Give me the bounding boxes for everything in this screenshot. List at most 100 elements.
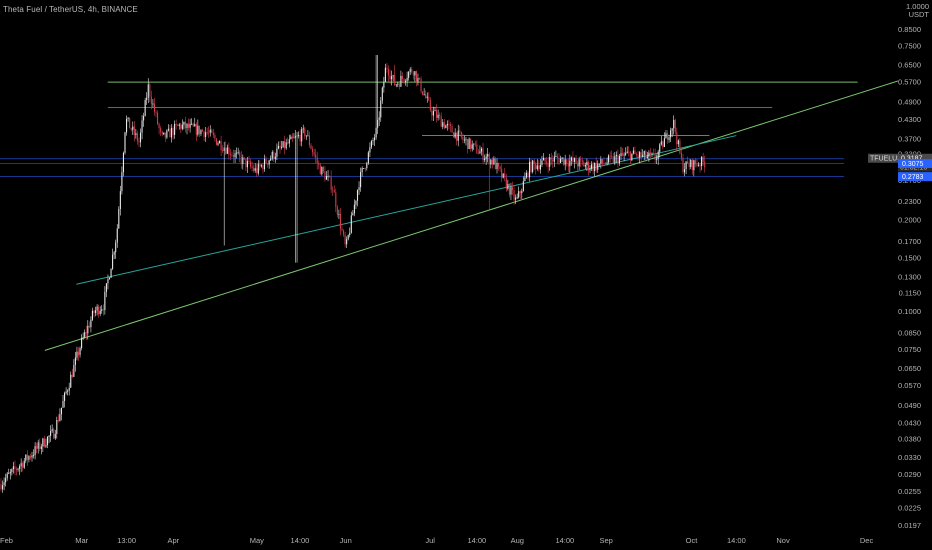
candle <box>274 152 276 163</box>
candle <box>217 140 219 147</box>
candle <box>428 92 430 102</box>
candle <box>645 149 647 162</box>
candle <box>107 274 109 290</box>
candle <box>152 98 154 108</box>
candle <box>126 115 128 136</box>
candle <box>122 151 124 177</box>
candle <box>161 130 163 137</box>
candle <box>674 118 676 135</box>
candle <box>657 149 659 165</box>
candle <box>12 461 14 474</box>
candle <box>112 248 114 271</box>
candle <box>352 210 354 216</box>
price-tick-label: 0.0330 <box>898 453 921 462</box>
candle <box>691 158 693 175</box>
candle <box>504 168 506 182</box>
candle <box>339 207 341 236</box>
candle <box>74 351 76 372</box>
candle <box>443 118 445 130</box>
candle <box>533 158 535 171</box>
candle <box>578 156 580 171</box>
candle <box>488 152 490 211</box>
candle <box>222 145 224 153</box>
candle <box>315 148 317 164</box>
trendline-1[interactable] <box>76 135 737 285</box>
candle <box>184 116 186 133</box>
candle <box>493 156 495 166</box>
candle <box>313 148 315 158</box>
candle <box>471 140 473 152</box>
candle <box>499 165 501 172</box>
candle <box>293 133 295 139</box>
price-tick-label: 0.0570 <box>898 381 921 390</box>
price-tick-label: 0.2000 <box>898 216 921 225</box>
candle <box>639 150 641 164</box>
candle <box>549 153 551 171</box>
candle <box>267 163 269 168</box>
candle <box>519 190 521 199</box>
chart-title: Theta Fuel / TetherUS, 4h, BINANCE <box>3 5 138 14</box>
candle <box>632 147 634 155</box>
candle <box>175 119 177 130</box>
candle <box>271 150 273 161</box>
time-axis[interactable]: Feb Mar 13:00 Apr May 14:00 Jun Jul 14:00 Aug 14:0… <box>0 536 873 545</box>
candle <box>188 118 190 131</box>
price-tick-label: 0.0225 <box>898 504 921 513</box>
candle <box>511 181 514 196</box>
candle <box>95 306 97 317</box>
candle <box>43 435 45 448</box>
candle <box>656 154 658 165</box>
candle <box>440 112 442 127</box>
candle <box>73 359 75 378</box>
price-tick-label: 0.3700 <box>898 135 921 144</box>
candle <box>304 126 306 140</box>
candle <box>93 309 95 318</box>
candle <box>408 71 410 81</box>
candle <box>243 157 245 161</box>
candle <box>663 132 665 148</box>
candle <box>518 186 520 199</box>
last-price-tag <box>898 153 932 163</box>
candle <box>620 146 622 161</box>
candle <box>102 304 104 316</box>
time-tick-label: Jun <box>340 536 352 545</box>
price-tick-label: 0.1300 <box>898 272 921 281</box>
candle <box>527 171 529 181</box>
trendline-0[interactable] <box>44 80 899 351</box>
candle <box>279 141 281 154</box>
candle <box>501 163 503 183</box>
candle <box>701 156 703 171</box>
candle <box>277 141 279 150</box>
candle <box>589 165 591 174</box>
candle <box>494 156 496 170</box>
candle <box>391 70 393 86</box>
candle <box>104 286 106 315</box>
candle <box>158 122 160 135</box>
candle <box>231 151 233 158</box>
candle <box>232 149 235 163</box>
candle <box>358 181 360 195</box>
candle <box>225 141 227 156</box>
candle <box>239 150 241 163</box>
candle <box>108 276 111 280</box>
candle <box>270 155 272 161</box>
time-tick-label: 14:00 <box>555 536 574 545</box>
price-tick-label: 0.0255 <box>898 487 921 496</box>
level-price-value: 0.2783 <box>902 174 924 181</box>
candle <box>121 166 123 195</box>
candle <box>626 146 628 154</box>
candle <box>640 148 642 163</box>
candle <box>436 104 438 123</box>
candle <box>580 156 582 167</box>
candle <box>389 69 391 84</box>
candle <box>687 156 689 164</box>
candle <box>587 160 589 176</box>
candle <box>166 129 168 139</box>
candle <box>307 130 309 137</box>
candle <box>56 416 58 439</box>
candle <box>363 168 365 169</box>
candle <box>448 119 450 130</box>
